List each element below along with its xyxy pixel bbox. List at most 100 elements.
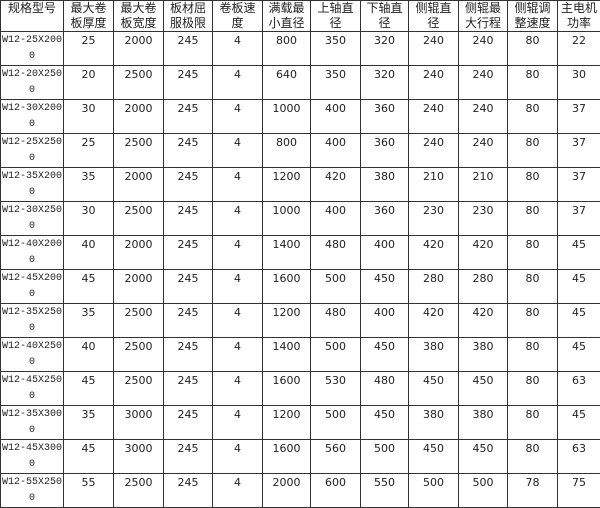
table-cell: 230 (409, 202, 459, 236)
table-cell: 40 (64, 338, 114, 372)
table-cell: 360 (361, 202, 409, 236)
table-cell: 550 (361, 474, 409, 508)
table-cell: 40 (64, 236, 114, 270)
table-cell: 1200 (263, 304, 311, 338)
table-cell: 400 (311, 134, 361, 168)
table-cell: 1000 (263, 202, 311, 236)
model-cell: W12-20X2500 (1, 66, 64, 100)
table-cell: 4 (213, 168, 263, 202)
table-cell: 2500 (114, 202, 164, 236)
table-cell: 4 (213, 66, 263, 100)
table-cell: 2000 (114, 270, 164, 304)
table-cell: 210 (459, 168, 508, 202)
header-row: 规格型号最大卷板厚度最大卷板宽度板材屈服极限卷板速度满载最小直径上轴直径下轴直径… (1, 1, 600, 32)
table-cell: 400 (361, 304, 409, 338)
table-cell: 4 (213, 202, 263, 236)
table-cell: 380 (409, 406, 459, 440)
table-cell: 2500 (114, 372, 164, 406)
table-cell: 45 (558, 406, 600, 440)
table-cell: 500 (459, 474, 508, 508)
table-cell: 800 (263, 134, 311, 168)
table-cell: 22 (558, 32, 600, 66)
table-cell: 640 (263, 66, 311, 100)
table-cell: 80 (508, 270, 558, 304)
table-cell: 80 (508, 168, 558, 202)
model-cell: W12-25X2500 (1, 134, 64, 168)
table-cell: 45 (558, 304, 600, 338)
column-header: 板材屈服极限 (164, 1, 213, 32)
table-cell: 80 (508, 304, 558, 338)
table-cell: 800 (263, 32, 311, 66)
table-cell: 45 (558, 236, 600, 270)
table-cell: 4 (213, 440, 263, 474)
table-cell: 450 (459, 440, 508, 474)
table-cell: 360 (361, 100, 409, 134)
table-cell: 35 (64, 168, 114, 202)
model-cell: W12-35X2000 (1, 168, 64, 202)
column-header: 最大卷板宽度 (114, 1, 164, 32)
table-cell: 30 (558, 66, 600, 100)
table-cell: 2000 (114, 32, 164, 66)
column-header: 侧辊调整速度 (508, 1, 558, 32)
table-cell: 80 (508, 406, 558, 440)
model-cell: W12-25X2000 (1, 32, 64, 66)
model-cell: W12-40X2000 (1, 236, 64, 270)
table-cell: 600 (311, 474, 361, 508)
table-cell: 2000 (114, 236, 164, 270)
table-cell: 380 (361, 168, 409, 202)
table-cell: 240 (459, 66, 508, 100)
table-cell: 4 (213, 236, 263, 270)
table-cell: 245 (164, 270, 213, 304)
table-cell: 500 (409, 474, 459, 508)
table-cell: 4 (213, 372, 263, 406)
table-cell: 45 (64, 372, 114, 406)
table-cell: 450 (361, 406, 409, 440)
table-cell: 530 (311, 372, 361, 406)
table-cell: 4 (213, 134, 263, 168)
table-cell: 1000 (263, 100, 311, 134)
table-cell: 80 (508, 32, 558, 66)
table-cell: 30 (64, 100, 114, 134)
table-cell: 245 (164, 304, 213, 338)
table-cell: 80 (508, 100, 558, 134)
column-header: 上轴直径 (311, 1, 361, 32)
table-cell: 400 (311, 100, 361, 134)
table-cell: 245 (164, 202, 213, 236)
table-cell: 280 (409, 270, 459, 304)
table-cell: 37 (558, 168, 600, 202)
table-cell: 2000 (114, 168, 164, 202)
table-cell: 37 (558, 202, 600, 236)
table-cell: 245 (164, 406, 213, 440)
model-cell: W12-45X2000 (1, 270, 64, 304)
table-cell: 1600 (263, 440, 311, 474)
table-cell: 350 (311, 32, 361, 66)
table-cell: 420 (409, 236, 459, 270)
model-cell: W12-35X2500 (1, 304, 64, 338)
table-cell: 25 (64, 32, 114, 66)
table-cell: 420 (459, 304, 508, 338)
table-cell: 500 (361, 440, 409, 474)
table-cell: 320 (361, 32, 409, 66)
table-cell: 240 (409, 100, 459, 134)
table-cell: 63 (558, 372, 600, 406)
model-cell: W12-30X2500 (1, 202, 64, 236)
table-cell: 80 (508, 236, 558, 270)
table-cell: 2000 (114, 100, 164, 134)
table-cell: 350 (311, 66, 361, 100)
table-cell: 380 (409, 338, 459, 372)
table-cell: 37 (558, 134, 600, 168)
table-cell: 245 (164, 32, 213, 66)
